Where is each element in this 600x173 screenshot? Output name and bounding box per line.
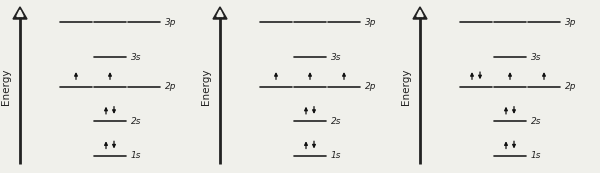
Text: 3s: 3s (531, 53, 542, 62)
Text: 1s: 1s (331, 151, 341, 160)
Text: Energy: Energy (1, 68, 11, 105)
Polygon shape (413, 7, 427, 19)
Polygon shape (217, 10, 223, 16)
Text: Energy: Energy (401, 68, 411, 105)
Text: 2p: 2p (365, 82, 377, 91)
Polygon shape (213, 7, 227, 19)
Polygon shape (13, 7, 27, 19)
Text: Energy: Energy (201, 68, 211, 105)
Text: 2s: 2s (131, 117, 142, 126)
Text: 3s: 3s (131, 53, 142, 62)
Text: 3p: 3p (165, 18, 176, 27)
Text: 2s: 2s (331, 117, 341, 126)
Text: 3p: 3p (365, 18, 377, 27)
Text: 2p: 2p (165, 82, 176, 91)
Text: 3p: 3p (565, 18, 577, 27)
Text: 2p: 2p (565, 82, 577, 91)
Polygon shape (417, 10, 423, 16)
Text: 1s: 1s (131, 151, 142, 160)
Text: 1s: 1s (531, 151, 542, 160)
Text: 3s: 3s (331, 53, 341, 62)
Polygon shape (17, 10, 23, 16)
Text: 2s: 2s (531, 117, 542, 126)
